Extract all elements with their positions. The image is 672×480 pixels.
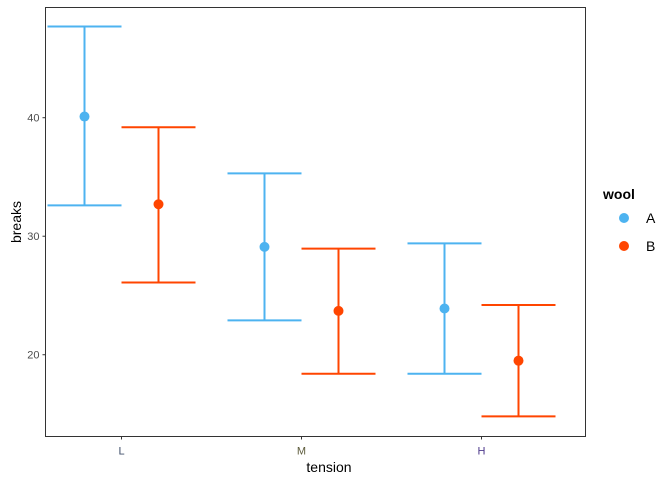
mean-point-A-L xyxy=(79,111,90,122)
x-axis-label: tension xyxy=(306,459,351,475)
mean-point-A-H xyxy=(439,303,450,314)
legend-label-b: B xyxy=(646,238,655,254)
panel-border xyxy=(45,7,586,437)
y-tick-label: 40 xyxy=(27,113,39,125)
legend-key-A xyxy=(619,213,629,223)
y-tick-label: 30 xyxy=(27,231,39,243)
x-tick-label: H xyxy=(478,446,486,458)
mean-point-B-H xyxy=(513,355,524,366)
legend-title: wool xyxy=(602,186,635,202)
legend-label-a: A xyxy=(646,210,656,226)
x-tick-label: L xyxy=(118,446,124,458)
mean-point-B-L xyxy=(153,199,164,210)
legend-key-B xyxy=(619,241,629,251)
y-axis-label: breaks xyxy=(8,201,24,243)
y-tick-label: 20 xyxy=(27,350,39,362)
mean-point-B-M xyxy=(333,305,344,316)
x-tick-label: M xyxy=(297,446,306,458)
mean-point-A-M xyxy=(259,241,270,252)
